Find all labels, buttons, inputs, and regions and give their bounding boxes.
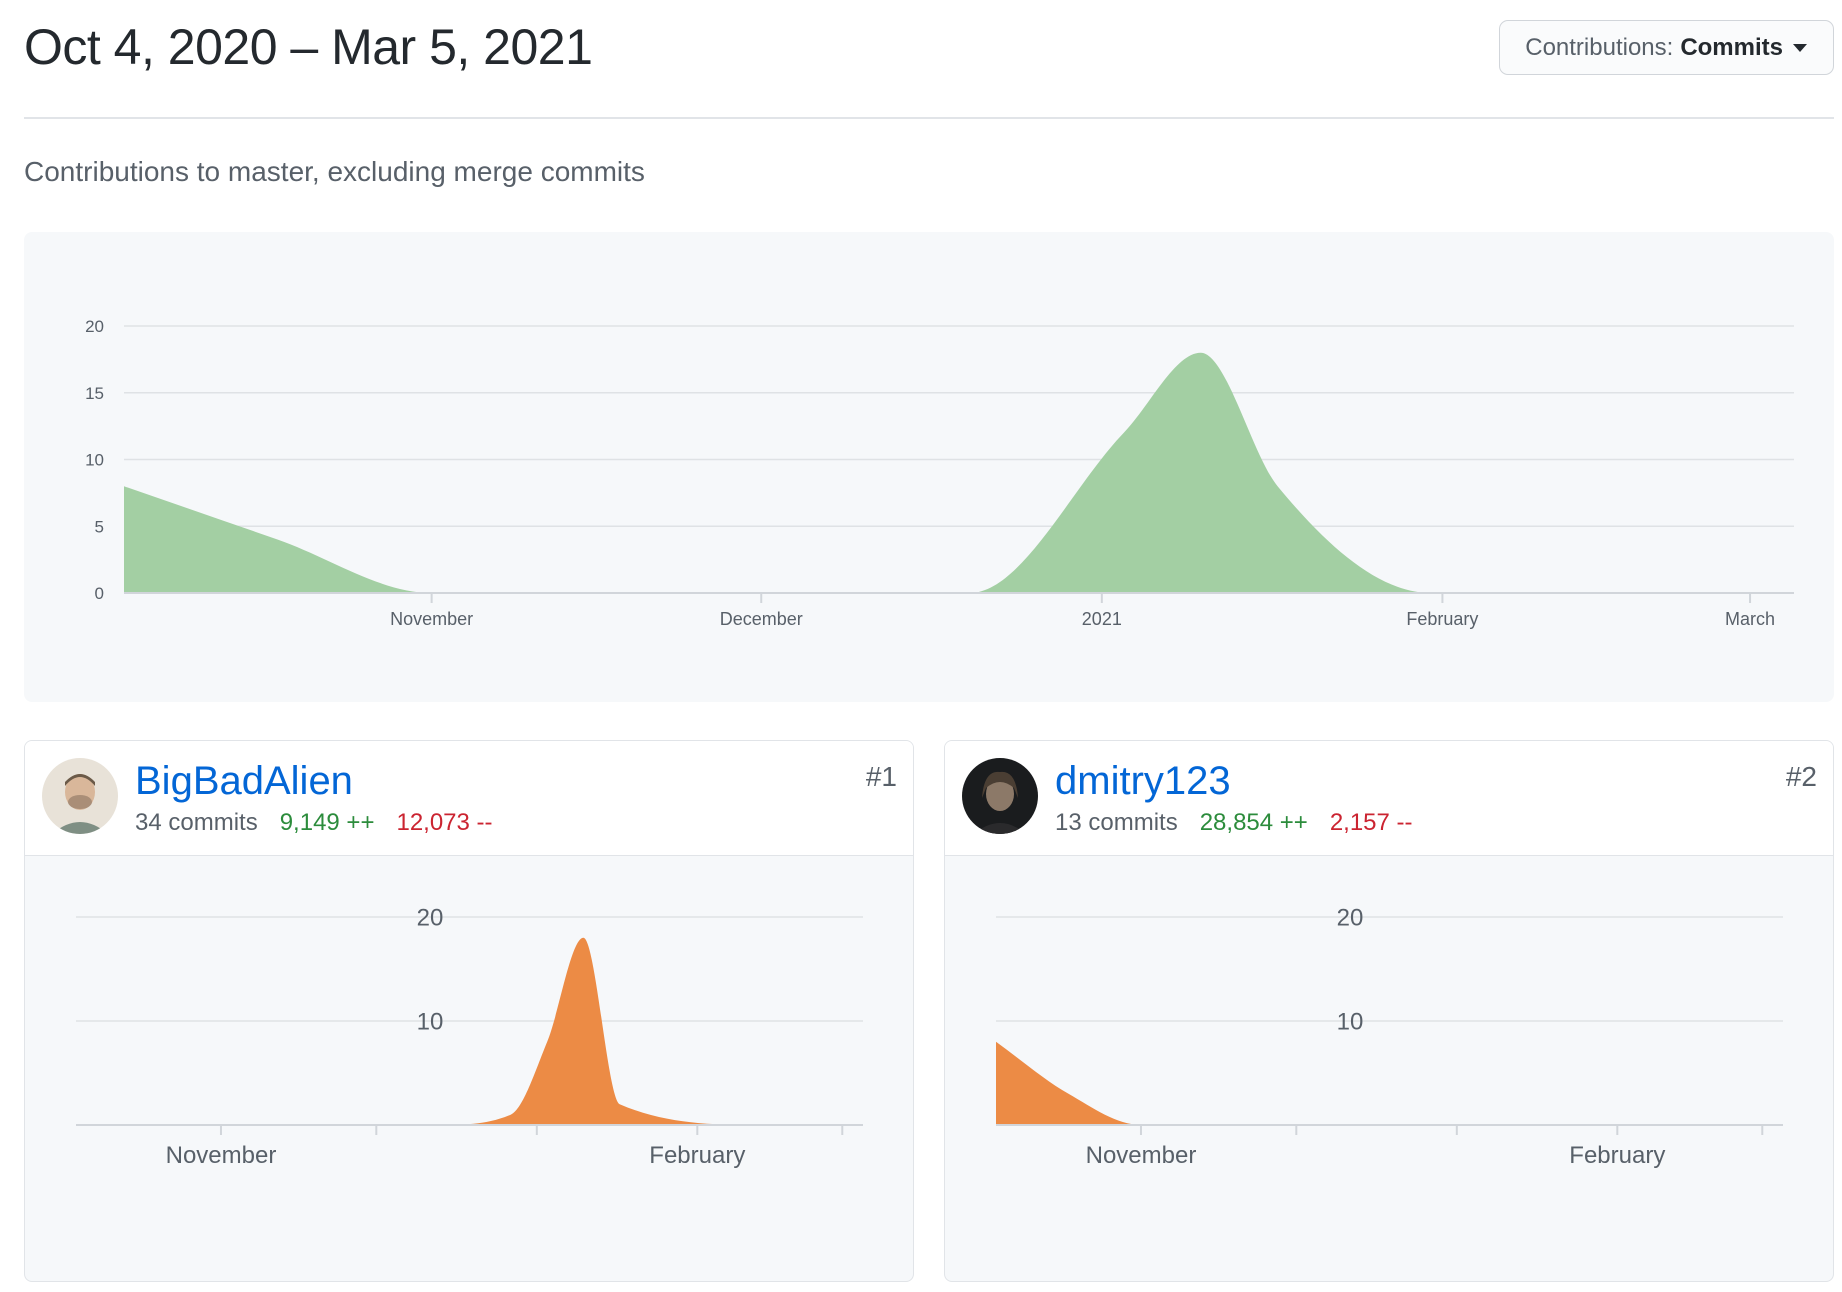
commit-count: 34 commits [135,809,258,836]
y-tick-label: 5 [95,517,104,536]
contributor-card-header: dmitry123 13 commits 28,854 ++ 2,157 -- #2 [945,741,1833,856]
series-area [76,937,863,1125]
y-tick-label: 0 [95,584,104,603]
dropdown-label: Contributions: [1525,33,1674,61]
additions-count: 28,854 ++ [1199,809,1308,836]
x-tick-label: November [390,609,473,629]
series-area [996,1041,1783,1125]
y-tick-label: 20 [85,317,104,336]
x-tick-label: November [166,1142,277,1169]
contributor-stats: 34 commits 9,149 ++ 12,073 -- [135,809,493,837]
contributor-rank: #2 [1785,761,1817,792]
x-tick-label: November [1086,1142,1197,1169]
header: Oct 4, 2020 – Mar 5, 2021 Contributions:… [24,0,1834,119]
deletions-count: 12,073 -- [396,809,493,836]
commit-count: 13 commits [1055,809,1178,836]
contributor-card-2: dmitry123 13 commits 28,854 ++ 2,157 -- #2… [944,740,1834,1282]
y-tick-label: 15 [85,384,104,403]
avatar-photo-icon [962,758,1038,834]
avatar[interactable] [962,758,1038,834]
contributor-chart[interactable]: 10 20 November February [945,857,1832,1281]
avatar[interactable] [42,758,118,834]
avatar-photo-icon [42,758,118,834]
y-tick-label: 20 [417,905,444,932]
main-chart-svg: 0 5 10 15 20 November December 2021 February Marc… [85,317,1794,629]
contributor-username-link[interactable]: dmitry123 [1055,759,1231,803]
contributor-stats: 13 commits 28,854 ++ 2,157 -- [1055,809,1413,837]
x-tick-label: March [1725,609,1775,629]
x-tick-label: February [1569,1142,1665,1169]
y-tick-label: 10 [417,1009,444,1036]
y-tick-label: 10 [85,451,104,470]
x-tick-label: December [720,609,803,629]
y-tick-label: 20 [1337,905,1364,932]
contributor-card-1: BigBadAlien 34 commits 9,149 ++ 12,073 -- … [24,740,914,1282]
contributor-username-link[interactable]: BigBadAlien [135,759,353,803]
x-tick-label: February [1406,609,1478,629]
dropdown-value: Commits [1680,33,1783,61]
contributions-type-dropdown[interactable]: Contributions: Commits [1499,20,1834,75]
x-tick-label: February [649,1142,745,1169]
chart-subtitle: Contributions to master, excluding merge… [24,156,645,187]
date-range-title: Oct 4, 2020 – Mar 5, 2021 [24,19,593,75]
contributor-chart[interactable]: 10 20 November February [25,857,912,1281]
main-contributions-chart[interactable]: 0 5 10 15 20 November December 2021 February Marc… [24,232,1834,702]
caret-down-icon [1793,43,1807,52]
deletions-count: 2,157 -- [1329,809,1413,836]
contributor-card-header: BigBadAlien 34 commits 9,149 ++ 12,073 -- … [25,741,913,856]
contributor-rank: #1 [865,761,897,792]
additions-count: 9,149 ++ [279,809,375,836]
y-tick-label: 10 [1337,1009,1364,1036]
series-area [124,352,1751,593]
x-tick-label: 2021 [1082,609,1122,629]
